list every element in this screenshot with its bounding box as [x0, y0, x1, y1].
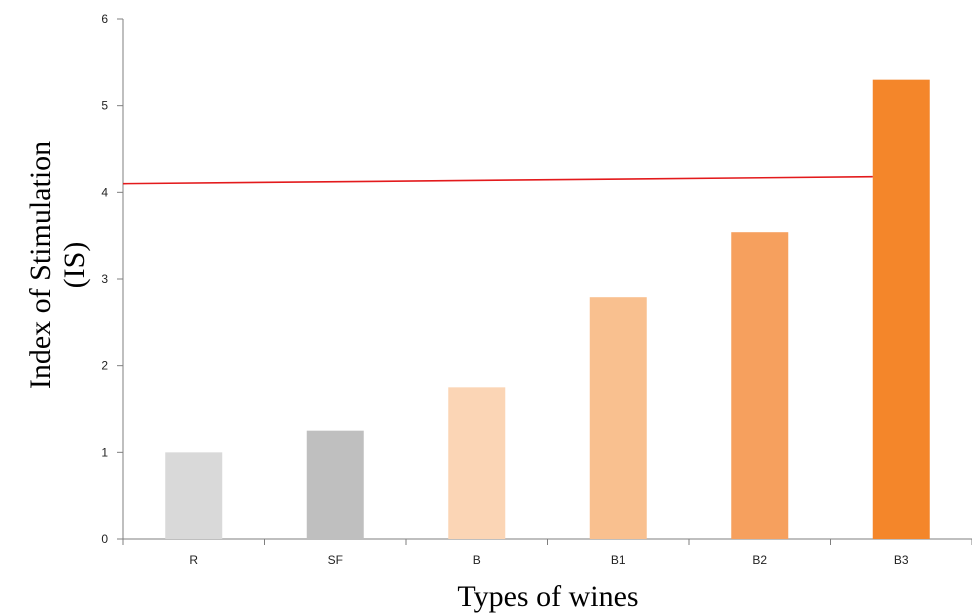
x-tick-label: SF — [328, 553, 343, 567]
y-tick-label: 1 — [101, 445, 108, 459]
y-tick-label: 3 — [101, 272, 108, 286]
y-axis-title: Index of Stimulation (IS) — [24, 141, 91, 389]
y-tick-label: 6 — [101, 12, 108, 26]
bar-sf — [306, 430, 364, 539]
bar-r — [165, 452, 223, 539]
bar-b1 — [589, 297, 647, 539]
x-tick-label: B1 — [611, 553, 626, 567]
bar-b — [448, 387, 506, 539]
bar-b2 — [731, 232, 789, 539]
x-tick-label: B — [473, 553, 481, 567]
y-tick-label: 2 — [101, 359, 108, 373]
bar-b3 — [872, 79, 930, 540]
y-tick-label: 4 — [101, 185, 108, 199]
y-tick-label: 0 — [101, 532, 108, 546]
x-tick-label: R — [189, 553, 198, 567]
x-tick-label: B2 — [752, 553, 767, 567]
y-tick-label: 5 — [101, 99, 108, 113]
y-axis-title-line-2: (IS) — [58, 242, 91, 289]
plot-area: 0 1 2 3 4 5 6 R SF B B1 B2 B3 — [101, 12, 972, 567]
y-axis-title-line-1: Index of Stimulation — [24, 141, 57, 389]
reference-line — [122, 175, 873, 185]
x-axis-title: Types of wines — [457, 580, 638, 613]
x-tick-label: B3 — [894, 553, 909, 567]
